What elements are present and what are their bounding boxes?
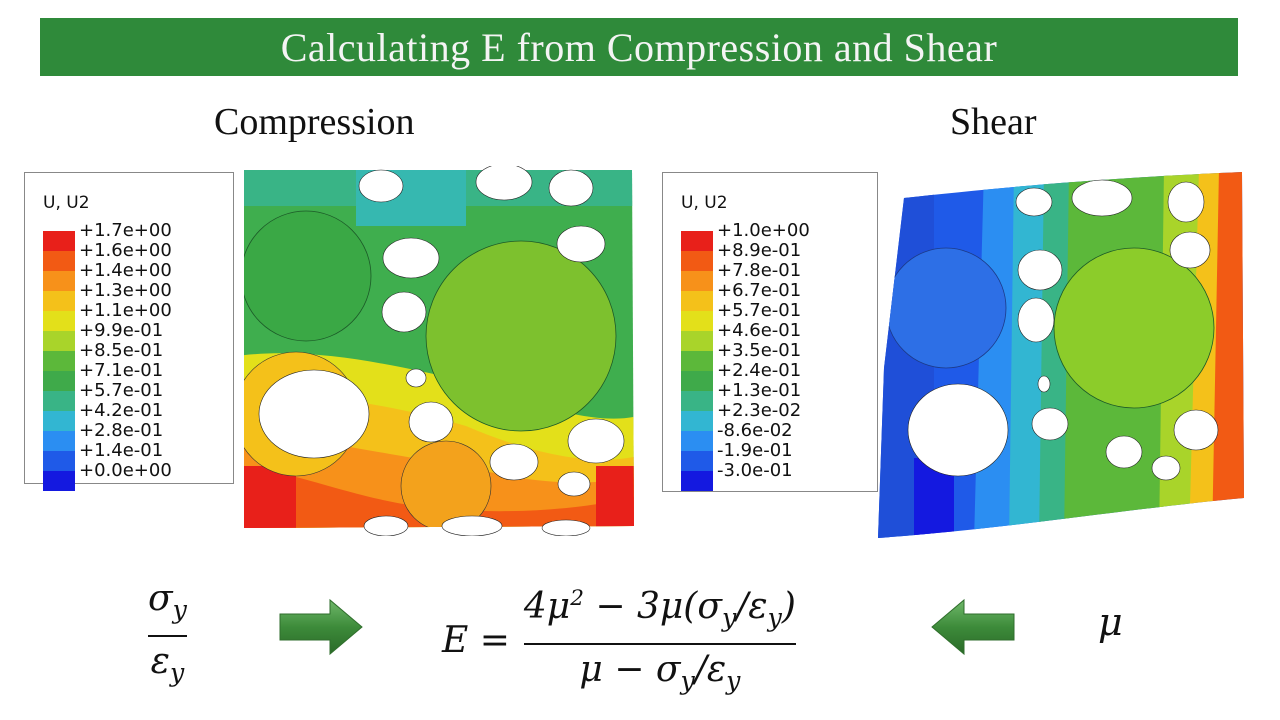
stress-strain-ratio: σy εy — [148, 578, 187, 694]
legend-swatch — [681, 231, 713, 251]
legend-swatch — [681, 471, 713, 491]
formula-denominator: μ − σy/εy — [579, 649, 741, 696]
shear-legend-swatches — [681, 231, 713, 491]
legend-swatch — [43, 331, 75, 351]
epsilon-symbol: ε — [150, 641, 170, 683]
legend-label: +1.4e-01 — [79, 440, 164, 461]
legend-swatch — [681, 331, 713, 351]
left-arrow-icon — [931, 598, 1015, 656]
legend-swatch — [43, 451, 75, 471]
legend-label: +2.4e-01 — [717, 360, 802, 381]
legend-label: +1.3e-01 — [717, 380, 802, 401]
shear-legend-labels: +1.0e+00 +8.9e-01 +7.8e-01 +6.7e-01 +5.7e-01… — [717, 221, 810, 481]
legend-swatch — [43, 391, 75, 411]
legend-label: +8.9e-01 — [717, 240, 802, 261]
legend-swatch — [43, 311, 75, 331]
legend-label: +6.7e-01 — [717, 280, 802, 301]
compression-heading: Compression — [214, 101, 415, 143]
legend-label: +9.9e-01 — [79, 320, 164, 341]
epsilon-subscript: y — [169, 658, 185, 688]
legend-label: +1.4e+00 — [79, 260, 172, 281]
compression-legend-swatches — [43, 231, 75, 491]
legend-swatch — [681, 391, 713, 411]
legend-swatch — [681, 291, 713, 311]
sigma-subscript: y — [172, 595, 187, 625]
legend-label: +1.6e+00 — [79, 240, 172, 261]
legend-label: +8.5e-01 — [79, 340, 164, 361]
legend-swatch — [681, 311, 713, 331]
legend-swatch — [43, 231, 75, 251]
legend-swatch — [681, 371, 713, 391]
legend-swatch — [43, 351, 75, 371]
right-arrow-icon — [279, 598, 363, 656]
legend-swatch — [43, 251, 75, 271]
formula-numerator: 4μ2 − 3μ(σy/εy) — [523, 586, 796, 633]
legend-swatch — [43, 431, 75, 451]
shear-legend-title: U, U2 — [681, 193, 728, 213]
legend-label: +5.7e-01 — [717, 300, 802, 321]
shear-heading: Shear — [950, 101, 1037, 143]
legend-label: +4.2e-01 — [79, 400, 164, 421]
legend-label: +2.3e-02 — [717, 400, 802, 421]
legend-label: +5.7e-01 — [79, 380, 164, 401]
youngs-modulus-formula: E = 4μ2 − 3μ(σy/εy) μ − σy/εy — [442, 578, 796, 702]
shear-modulus-symbol: μ — [1098, 600, 1123, 644]
legend-label: -8.6e-02 — [717, 420, 793, 441]
slide-title-bar: Calculating E from Compression and Shear — [40, 18, 1238, 76]
compression-contour-plot — [244, 166, 634, 536]
legend-label: +1.7e+00 — [79, 220, 172, 241]
legend-label: +1.3e+00 — [79, 280, 172, 301]
legend-label: +7.8e-01 — [717, 260, 802, 281]
legend-swatch — [681, 351, 713, 371]
compression-legend-title: U, U2 — [43, 193, 90, 213]
shear-legend: U, U2 +1.0e+00 +8.9e-01 +7.8e-01 +6.7e-01 +5… — [662, 172, 878, 492]
legend-swatch — [43, 471, 75, 491]
legend-swatch — [43, 271, 75, 291]
legend-swatch — [681, 451, 713, 471]
legend-swatch — [43, 291, 75, 311]
legend-label: -1.9e-01 — [717, 440, 793, 461]
legend-swatch — [43, 411, 75, 431]
formula-lhs: E = — [442, 619, 510, 661]
legend-swatch — [681, 431, 713, 451]
legend-swatch — [681, 411, 713, 431]
legend-label: +3.5e-01 — [717, 340, 802, 361]
legend-swatch — [43, 371, 75, 391]
legend-label: +0.0e+00 — [79, 460, 172, 481]
sigma-symbol: σ — [148, 578, 173, 619]
legend-label: +4.6e-01 — [717, 320, 802, 341]
legend-label: +2.8e-01 — [79, 420, 164, 441]
legend-swatch — [681, 271, 713, 291]
legend-label: +1.1e+00 — [79, 300, 172, 321]
legend-label: +7.1e-01 — [79, 360, 164, 381]
compression-legend: U, U2 +1.7e+00 +1.6e+00 +1.4e+00 +1.3e+00 +1… — [24, 172, 234, 491]
legend-label: +1.0e+00 — [717, 220, 810, 241]
slide-title: Calculating E from Compression and Shear — [280, 24, 998, 70]
legend-swatch — [681, 251, 713, 271]
compression-legend-labels: +1.7e+00 +1.6e+00 +1.4e+00 +1.3e+00 +1.1e+00… — [79, 221, 172, 481]
shear-contour-plot — [878, 172, 1244, 538]
legend-label: -3.0e-01 — [717, 460, 793, 481]
